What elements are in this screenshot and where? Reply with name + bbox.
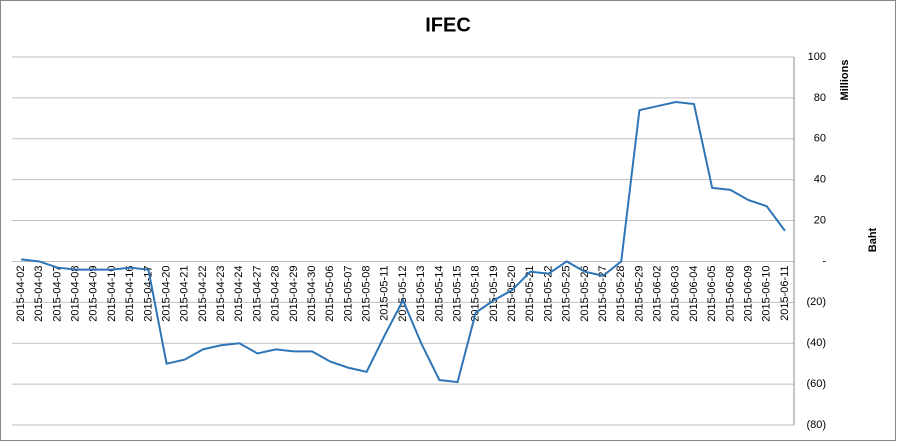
x-tick-label: 2015-04-07: [51, 265, 63, 321]
y-tick-label: (40): [806, 337, 826, 349]
chart-title: IFEC: [425, 14, 471, 36]
x-tick-label: 2015-06-11: [779, 265, 791, 320]
x-tick-label: 2015-04-28: [270, 265, 282, 321]
x-tick-label: 2015-06-04: [688, 265, 700, 321]
x-tick-label: 2015-04-27: [251, 265, 263, 321]
x-tick-label: 2015-04-03: [33, 265, 45, 321]
x-tick-label: 2015-04-10: [106, 265, 118, 321]
x-tick-label: 2015-04-08: [70, 265, 82, 321]
x-tick-label: 2015-05-25: [561, 265, 573, 321]
x-tick-label: 2015-04-21: [179, 265, 191, 321]
x-tick-label: 2015-05-26: [579, 265, 591, 321]
x-tick-label: 2015-04-23: [215, 265, 227, 321]
x-tick-label: 2015-05-07: [342, 265, 354, 321]
x-tick-label: 2015-05-22: [542, 265, 554, 321]
x-tick-label: 2015-04-29: [288, 265, 300, 321]
x-tick-label: 2015-05-14: [433, 265, 445, 321]
y-tick-label: 100: [808, 51, 826, 63]
x-tick-label: 2015-06-05: [706, 265, 718, 321]
y-tick-label: (20): [806, 296, 826, 308]
y-tick-label: -: [822, 255, 826, 267]
y-tick-label: (60): [806, 378, 826, 390]
x-tick-label: 2015-05-15: [451, 265, 463, 321]
x-tick-label: 2015-05-11: [379, 265, 391, 320]
data-line: [20, 100, 786, 384]
x-tick-label: 2015-06-08: [724, 265, 736, 321]
x-tick-label: 2015-06-09: [742, 265, 754, 321]
x-tick-label: 2015-04-22: [197, 265, 209, 321]
x-tick-label: 2015-04-20: [160, 265, 172, 321]
x-tick-label: 2015-06-10: [761, 265, 773, 321]
x-tick-label: 2015-04-02: [15, 265, 27, 321]
x-tick-label: 2015-05-08: [361, 265, 373, 321]
x-tick-label: 2015-05-27: [597, 265, 609, 321]
x-tick-label: 2015-05-28: [615, 265, 627, 321]
x-tick-label: 2015-05-13: [415, 265, 427, 321]
y-tick-label: (80): [806, 419, 826, 431]
y-tick-label: 40: [814, 174, 826, 186]
x-tick-label: 2015-06-03: [670, 265, 682, 321]
x-tick-label: 2015-06-02: [652, 265, 664, 321]
x-tick-label: 2015-05-21: [524, 265, 536, 321]
x-tick-label: 2015-05-19: [488, 265, 500, 321]
x-tick-label: 2015-05-20: [506, 265, 518, 321]
y-tick-label: 60: [814, 133, 826, 145]
x-tick-label: 2015-05-12: [397, 265, 409, 321]
x-tick-label: 2015-04-09: [88, 265, 100, 321]
x-tick-label: 2015-04-16: [124, 265, 136, 321]
x-tick-label: 2015-05-18: [470, 265, 482, 321]
unit-label: Millions: [839, 60, 851, 101]
axis-label: Baht: [867, 227, 879, 252]
y-tick-label: 20: [814, 214, 826, 226]
x-tick-label: 2015-04-30: [306, 265, 318, 321]
x-tick-label: 2015-05-29: [633, 265, 645, 321]
x-tick-label: 2015-04-24: [233, 265, 245, 321]
x-tick-label: 2015-05-06: [324, 265, 336, 321]
y-tick-label: 80: [814, 92, 826, 104]
